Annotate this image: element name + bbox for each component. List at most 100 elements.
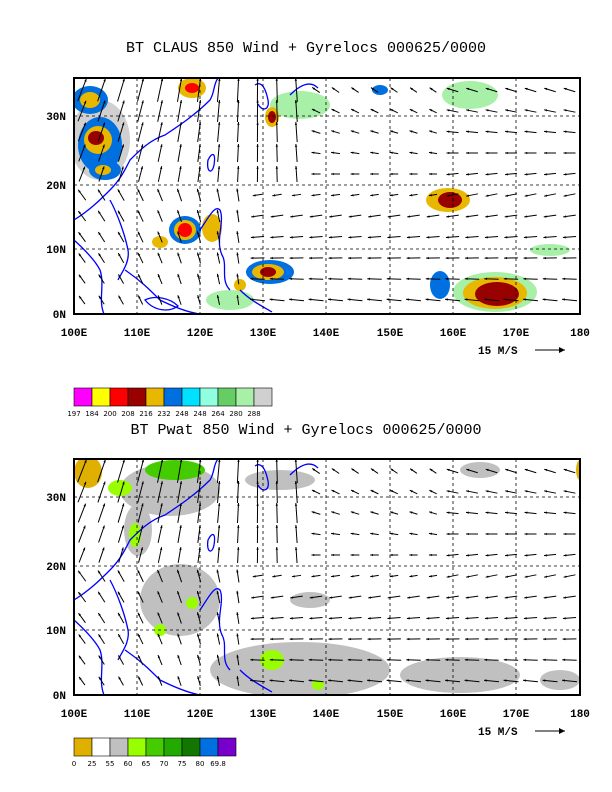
wind-vector-head [179,122,182,126]
wind-vector-head [197,633,200,637]
y-tick-10n: 10N [46,626,66,638]
wind-vector [177,481,182,503]
wind-vector-head [237,122,240,125]
wind-vector-head [218,459,221,462]
wind-vector-head [409,490,413,493]
wind-vector-head [102,547,105,551]
wind-vector-head [485,596,489,599]
wind-vector-head [216,590,219,594]
reference-vector-label: 15 M/S [478,346,518,358]
wind-vector [236,480,240,504]
wind-vector-head [523,658,527,661]
colorbar-label: 200 [103,410,116,418]
wind-vector [217,143,220,163]
wind-vector-head [236,231,239,235]
wind-vector [98,525,105,543]
wind-vector-head [426,637,429,641]
wind-vector-head [504,596,508,599]
wind-vector [157,459,163,483]
wind-vector-head [138,252,141,256]
wind-vector-head [348,236,352,239]
wind-vector-head [141,122,144,126]
wind-vector-head [78,274,82,278]
wind-vector-head [197,295,200,299]
reference-vector-arrow [535,728,565,734]
wind-vector-head [563,511,567,514]
wind-vector-head [367,679,370,682]
wind-vector-head [429,87,433,91]
wind-vector-head [563,596,567,599]
colorbar-swatch [91,387,111,407]
wind-vector [295,78,298,103]
wind-vector [197,503,201,523]
wind-vector-head [367,617,371,620]
wind-vector-head [311,511,315,514]
colorbar-swatch [217,737,237,757]
wind-vector-head [236,295,239,298]
wind-vector-head [97,189,101,193]
wind-vector-head [236,654,239,658]
wind-vector-head [542,277,546,280]
wind-vector [117,78,125,102]
wind-vector-head [466,109,470,112]
wind-vector-head [563,87,567,91]
wind-vector-head [350,532,354,535]
wind-vector-head [290,596,294,599]
wind-vector-head [348,596,352,599]
wind-vector-head [78,210,81,214]
colorbar-label: 197 [67,410,80,418]
wind-vector-head [236,633,239,637]
wind-vector-head [542,658,546,661]
wind-vector-head [544,490,548,493]
wind-vector-head [464,277,468,280]
wind-vector-head [367,298,370,301]
wind-vector-head [328,658,332,661]
wind-vector-head [256,481,259,484]
wind-vector-head [275,503,278,506]
wind-vector [177,144,182,162]
wind-vector-head [237,459,240,462]
wind-vector-head [387,256,390,260]
wind-vector [77,481,87,503]
wind-vector-head [157,655,161,659]
wind-vector-head [137,231,141,235]
wind-vector-head [465,637,468,641]
wind-vector-head [409,511,413,514]
wind-vector-head [524,511,528,514]
wind-vector-head [256,144,259,147]
panel-2-title: BT Pwat 850 Wind + Gyrelocs 000625/0000 [130,422,482,439]
wind-vector-head [270,215,274,218]
wind-vector-head [236,590,239,594]
wind-vector [78,144,86,162]
wind-vector-head [138,676,141,680]
wind-vector-head [426,215,430,218]
wind-vector-head [177,210,180,214]
wind-vector-head [218,481,221,484]
wind-vector-head [102,122,105,126]
wind-vector-head [309,637,312,641]
wind-vector-head [198,100,202,103]
wind-vector [276,524,278,544]
wind-vector-head [270,637,273,641]
wind-vector-head [256,547,259,550]
wind-vector-head [351,109,355,112]
wind-vector-head [389,532,393,535]
x-tick-label: 130E [250,709,277,721]
wind-vector-head [237,166,240,169]
wind-vector-head [543,236,547,239]
wind-vector-head [504,637,507,641]
wind-vector-head [390,87,394,91]
wind-vector-head [177,273,180,277]
wind-vector-head [465,256,468,260]
colorbar-label: 288 [247,410,260,418]
wind-vector-head [328,679,331,682]
wind-vector-head [446,575,450,578]
wind-vector [236,502,240,524]
wind-vector-head [543,637,546,641]
wind-vector-head [543,256,546,260]
wind-vector-head [410,468,414,472]
wind-vector-head [503,298,507,301]
wind-vector-head [138,633,141,637]
wind-vector-head [386,658,390,661]
wind-vector-head [523,298,526,301]
